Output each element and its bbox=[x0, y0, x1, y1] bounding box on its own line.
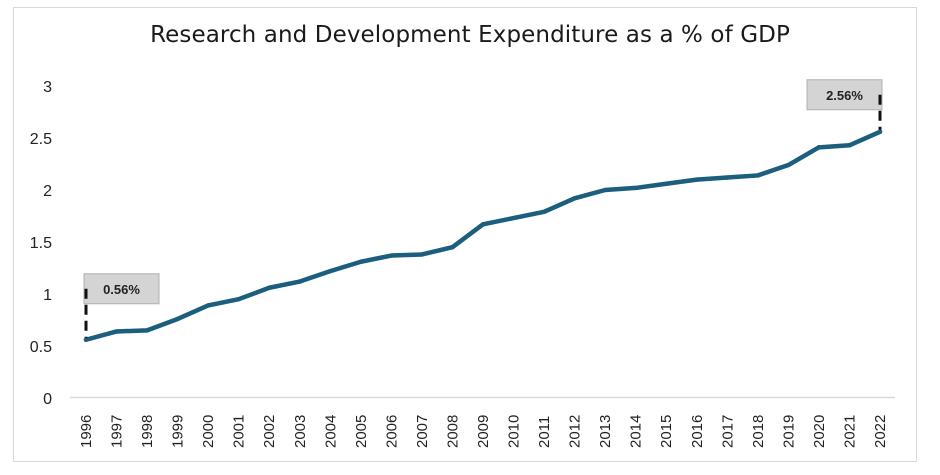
y-axis-ticks: 0 0.5 1 1.5 2 2.5 3 bbox=[30, 79, 52, 408]
x-tick-label: 2011 bbox=[536, 416, 553, 448]
x-tick-label: 2021 bbox=[841, 415, 858, 448]
data-point bbox=[664, 181, 669, 186]
data-point bbox=[175, 316, 180, 322]
data-point bbox=[847, 143, 852, 148]
series-line bbox=[83, 129, 883, 343]
x-axis-ticks: 1996 1997 1998 1999 2000 2001 2002 2003 2004 2005… bbox=[78, 415, 889, 448]
annotation-box bbox=[806, 79, 883, 111]
x-tick-label: 1996 bbox=[78, 415, 95, 448]
annotation-callout: 2.56% bbox=[806, 79, 883, 130]
data-point bbox=[358, 259, 364, 264]
data-point bbox=[297, 279, 302, 284]
data-point bbox=[541, 209, 547, 215]
x-tick-label: 2020 bbox=[811, 415, 828, 448]
data-point bbox=[602, 187, 608, 193]
x-tick-label: 2003 bbox=[292, 415, 309, 448]
annotation-label: 2.56% bbox=[826, 88, 863, 103]
data-point bbox=[419, 252, 425, 257]
data-point bbox=[786, 162, 791, 168]
data-point bbox=[267, 285, 272, 290]
x-tick-label: 2022 bbox=[872, 415, 889, 448]
y-tick-label: 0 bbox=[43, 391, 52, 408]
y-tick-label: 1.5 bbox=[30, 235, 52, 252]
annotations: 0.56% 2.56% bbox=[83, 79, 883, 338]
x-tick-label: 2018 bbox=[750, 415, 767, 448]
annotation-callout: 0.56% bbox=[83, 273, 160, 338]
x-tick-label: 2016 bbox=[689, 415, 706, 448]
data-point bbox=[572, 196, 577, 201]
data-point bbox=[205, 303, 211, 308]
x-tick-label: 1998 bbox=[139, 415, 156, 448]
annotation-box bbox=[83, 273, 160, 305]
data-point bbox=[480, 222, 486, 227]
x-tick-label: 2015 bbox=[658, 415, 675, 448]
data-point bbox=[450, 245, 455, 250]
annotation-label: 0.56% bbox=[103, 282, 140, 297]
x-tick-label: 2000 bbox=[200, 415, 217, 448]
data-point bbox=[511, 215, 516, 221]
x-tick-label: 2010 bbox=[506, 415, 523, 448]
x-tick-label: 1999 bbox=[170, 415, 187, 448]
data-point bbox=[725, 175, 730, 180]
data-point bbox=[633, 185, 638, 191]
data-point bbox=[694, 177, 699, 182]
y-tick-label: 1 bbox=[43, 287, 52, 304]
data-point bbox=[236, 297, 241, 302]
y-tick-label: 2.5 bbox=[30, 131, 52, 148]
chart-frame bbox=[13, 7, 917, 462]
chart-title: Research and Development Expenditure as … bbox=[150, 22, 790, 48]
data-point bbox=[114, 329, 119, 334]
x-tick-label: 2009 bbox=[475, 415, 492, 448]
x-tick-label: 2005 bbox=[353, 415, 370, 448]
x-tick-label: 2002 bbox=[261, 415, 278, 448]
x-tick-label: 1997 bbox=[109, 415, 126, 448]
data-points bbox=[83, 129, 883, 342]
x-tick-label: 2017 bbox=[719, 415, 736, 448]
data-point bbox=[83, 337, 89, 342]
x-tick-label: 2013 bbox=[597, 415, 614, 448]
data-point bbox=[144, 328, 150, 333]
data-point bbox=[816, 145, 822, 150]
x-tick-label: 2019 bbox=[780, 415, 797, 448]
x-tick-label: 2006 bbox=[383, 415, 400, 448]
y-tick-label: 0.5 bbox=[30, 339, 52, 356]
y-tick-label: 2 bbox=[43, 183, 52, 200]
data-point bbox=[755, 173, 761, 178]
x-tick-label: 2014 bbox=[628, 415, 645, 448]
data-point bbox=[389, 253, 394, 258]
x-tick-label: 2001 bbox=[231, 415, 248, 448]
x-tick-label: 2012 bbox=[567, 415, 584, 448]
x-tick-label: 2008 bbox=[444, 415, 461, 448]
data-point bbox=[328, 268, 333, 274]
x-tick-label: 2004 bbox=[322, 415, 339, 448]
x-tick-label: 2007 bbox=[414, 415, 431, 448]
data-point bbox=[877, 129, 883, 134]
y-tick-label: 3 bbox=[43, 79, 52, 96]
